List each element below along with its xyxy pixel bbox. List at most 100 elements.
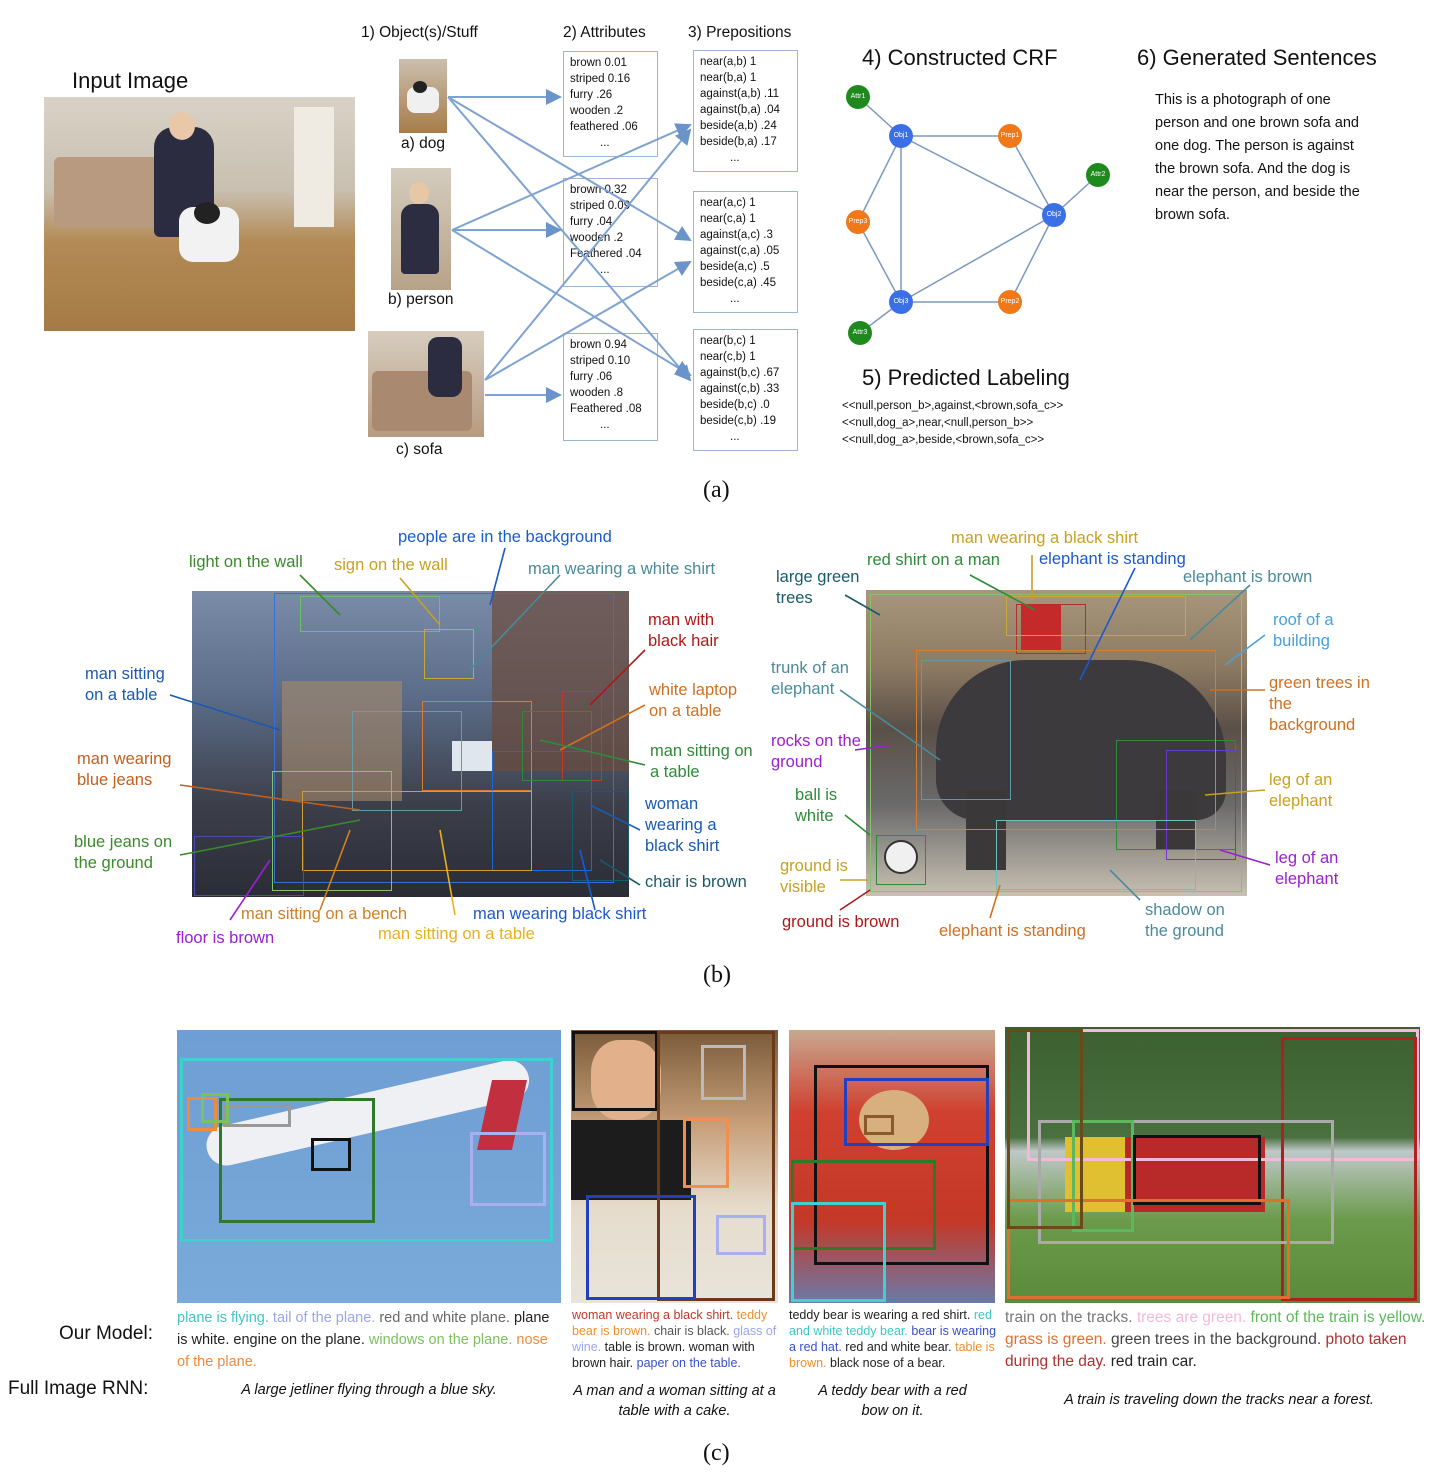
attr-line: Feathered .04 [570, 248, 642, 260]
desc-phrase: red and white bear. [845, 1340, 956, 1354]
attr-line: brown 0.94 [570, 339, 627, 351]
desc-phrase: woman with brown hair. [572, 1340, 755, 1370]
label-man-sitting-on-table-left: man sitting on a table [85, 665, 165, 704]
label-elephant-standing-bottom: elephant is standing [939, 922, 1086, 940]
labeling-line: <<null,dog_a>,beside,<brown,sofa_c>> [842, 434, 1045, 446]
label-man-sitting-bench: man sitting on a bench [241, 905, 408, 923]
label-people-background: people are in the background [398, 528, 612, 546]
desc-phrase: photo taken during the day. [1005, 1331, 1407, 1370]
airplane-image [177, 1030, 561, 1303]
label-ground-visible: ground is visible [780, 857, 848, 896]
attr-line: brown 0.01 [570, 57, 627, 69]
prep-line: beside(a,b) .24 [700, 120, 777, 132]
label-blue-jeans-ground: blue jeans on the ground [74, 833, 173, 872]
attr-line: furry .04 [570, 216, 613, 228]
label-large-green-trees: large green trees [776, 568, 860, 607]
desc-phrase: front of the train is yellow. [1250, 1309, 1426, 1326]
attr-line: wooden .8 [570, 387, 624, 399]
crf-nodes: Attr1 Obj1 Prep1 Attr2 Obj2 Prep3 Obj3 P… [830, 80, 1110, 350]
label-man-blue-jeans: man wearing blue jeans [77, 750, 172, 789]
dog-thumbnail [399, 59, 447, 133]
desc-phrase: plane is flying. [177, 1310, 273, 1326]
attr-line: striped 0.09 [570, 200, 631, 212]
desc-phrase: engine on the plane. [233, 1332, 369, 1348]
label-elephant-brown: elephant is brown [1183, 568, 1313, 586]
labeling-line: <<null,dog_a>,near,<null,person_b>> [842, 417, 1034, 429]
desc-phrase: windows on the plane. [368, 1332, 517, 1348]
desc-phrase: bear is wearing a red hat. [789, 1324, 997, 1354]
desc-airplane: plane is flying. tail of the plane. red … [177, 1307, 563, 1373]
labeling-lines: <<null,person_b>,against,<brown,sofa_c>>… [842, 398, 1063, 449]
prep-line: against(b,a) .04 [700, 104, 780, 116]
attributes-box-person: brown 0.32 striped 0.09 furry .04 wooden… [563, 178, 658, 287]
desc-phrase: tail of the plane. [272, 1310, 380, 1326]
prep-line: ... [730, 152, 740, 164]
attr-line: striped 0.16 [570, 73, 631, 85]
row-label-full-rnn: Full Image RNN: [8, 1378, 149, 1399]
labeling-header: 5) Predicted Labeling [862, 365, 1070, 390]
desc-train: train on the tracks. trees are green. fr… [1005, 1307, 1433, 1373]
prep-line: against(c,b) .33 [700, 383, 780, 395]
prep-line: beside(b,c) .0 [700, 399, 770, 411]
attributes-header: 2) Attributes [563, 24, 646, 41]
row-label-our-model: Our Model: [59, 1323, 153, 1344]
desc-phrase: trees are green. [1136, 1309, 1251, 1326]
label-leg-of-elephant-2: leg of an elephant [1275, 849, 1339, 888]
dog-label: a) dog [401, 135, 445, 152]
prepositions-box-1: near(a,b) 1 near(b,a) 1 against(a,b) .11… [693, 50, 798, 172]
desc-phrase: paper on the table. [636, 1356, 741, 1370]
attr-line: striped 0.10 [570, 355, 631, 367]
prepositions-box-2: near(a,c) 1 near(c,a) 1 against(a,c) .3 … [693, 191, 798, 313]
label-man-black-hair: man with black hair [648, 611, 719, 650]
woman-image [571, 1030, 778, 1303]
prep-line: near(b,c) 1 [700, 335, 756, 347]
desc-woman: woman wearing a black shirt. teddy bear … [572, 1307, 780, 1371]
desc-phrase: plane is white. [177, 1310, 550, 1348]
input-image [44, 97, 355, 331]
prep-line: near(b,a) 1 [700, 72, 757, 84]
label-red-shirt: red shirt on a man [867, 551, 1000, 569]
prep-line: beside(b,a) .17 [700, 136, 777, 148]
label-ball-white: ball is white [795, 786, 838, 825]
flow-arrows [447, 89, 692, 403]
attr-line: furry .06 [570, 371, 613, 383]
attr-line: ... [600, 264, 610, 276]
desc-phrase: red train car. [1110, 1353, 1197, 1370]
desc-phrase: chair is black. [653, 1324, 734, 1338]
crf-node-obj2: Obj2 [1042, 203, 1066, 227]
rnn-caption-train: A train is traveling down the tracks nea… [1064, 1392, 1374, 1408]
attr-line: feathered .06 [570, 121, 638, 133]
train-image [1005, 1027, 1420, 1303]
crf-node-prep3: Prep3 [846, 210, 870, 234]
teddy-image [789, 1030, 995, 1303]
label-man-white-shirt: man wearing a white shirt [528, 560, 716, 578]
attr-line: wooden .2 [570, 232, 624, 244]
prep-line: beside(a,c) .5 [700, 261, 770, 273]
generated-sentences: This is a photograph of one person and o… [1155, 92, 1360, 223]
attr-line: Feathered .08 [570, 403, 642, 415]
label-green-trees-background: green trees in the background [1269, 674, 1370, 734]
prep-line: ... [730, 431, 740, 443]
crf-node-attr2: Attr2 [1086, 163, 1110, 187]
prep-line: against(a,b) .11 [700, 88, 780, 100]
crf-node-prep2: Prep2 [998, 290, 1022, 314]
crf-node-attr1: Attr1 [846, 85, 870, 109]
desc-phrase: table is brown. [604, 1340, 689, 1354]
caption-b: (b) [703, 962, 731, 988]
desc-phrase: green trees in the background. [1110, 1331, 1326, 1348]
label-man-sitting-table-bottom: man sitting on a table [378, 925, 535, 943]
label-trunk-of-elephant: trunk of an elephant [771, 659, 849, 698]
desc-phrase: nose of the plane. [177, 1332, 548, 1370]
attr-line: ... [600, 137, 610, 149]
prep-line: near(c,b) 1 [700, 351, 756, 363]
desc-phrase: red and white plane. [379, 1310, 514, 1326]
prep-line: against(a,c) .3 [700, 229, 773, 241]
label-chair-brown: chair is brown [645, 873, 747, 891]
prepositions-header: 3) Prepositions [688, 24, 792, 41]
prepositions-box-3: near(b,c) 1 near(c,b) 1 against(b,c) .67… [693, 329, 798, 451]
desc-phrase: grass is green. [1005, 1331, 1111, 1348]
caption-c: (c) [703, 1440, 730, 1466]
prep-line: near(a,c) 1 [700, 197, 756, 209]
attributes-box-sofa: brown 0.94 striped 0.10 furry .06 wooden… [563, 333, 658, 441]
crf-header: 4) Constructed CRF [862, 45, 1058, 70]
